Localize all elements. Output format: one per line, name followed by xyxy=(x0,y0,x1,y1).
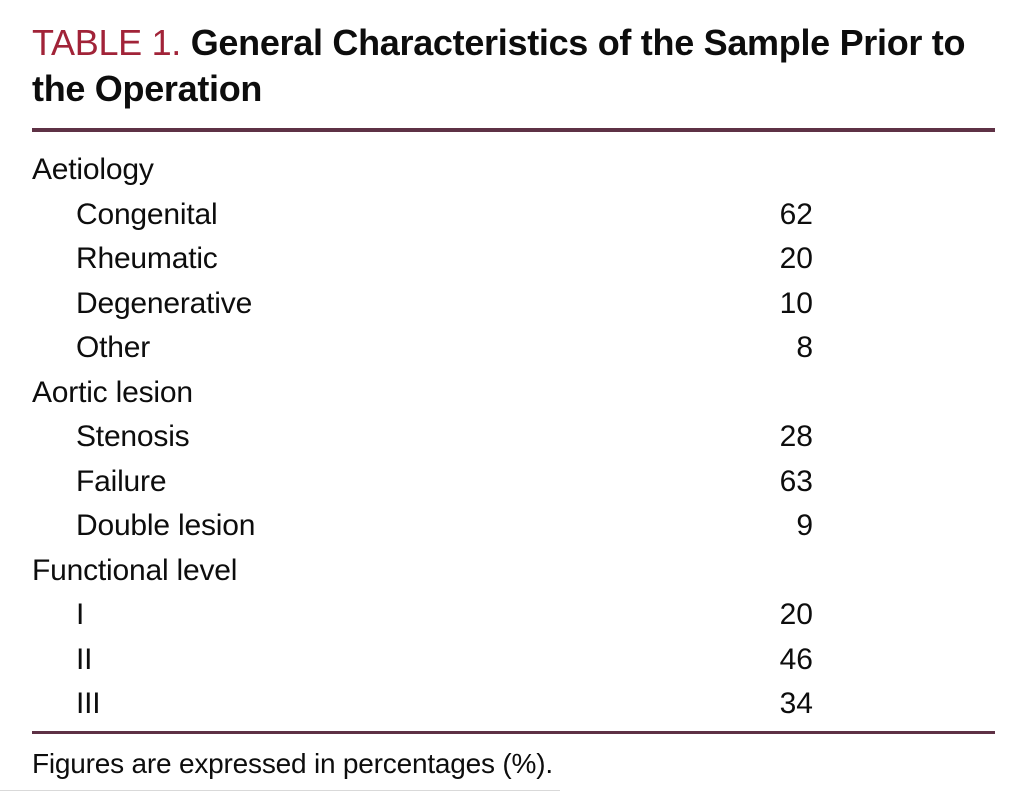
row-label: I xyxy=(76,598,85,632)
group-label: Aetiology xyxy=(32,153,154,187)
table-footnote: Figures are expressed in percentages (%)… xyxy=(32,747,553,779)
row-label: II xyxy=(76,642,93,676)
row-label: Rheumatic xyxy=(76,242,218,276)
table-row: Stenosis 28 xyxy=(32,415,995,460)
top-rule xyxy=(32,128,995,132)
row-value: 20 xyxy=(779,242,813,276)
table-row: Rheumatic 20 xyxy=(32,237,995,282)
table-row: Double lesion 9 xyxy=(32,504,995,549)
row-label: Stenosis xyxy=(76,420,190,454)
bottom-rule xyxy=(32,730,995,734)
table-group-row: Functional level xyxy=(32,549,995,594)
row-label: Other xyxy=(76,331,151,365)
table-row: III 34 xyxy=(32,682,995,727)
row-label: Degenerative xyxy=(76,286,253,320)
scan-artifact-line xyxy=(0,790,560,791)
row-value: 9 xyxy=(796,509,813,543)
table-row: I 20 xyxy=(32,593,995,638)
row-value: 10 xyxy=(779,286,813,320)
group-label: Functional level xyxy=(32,553,238,587)
table-row: Congenital 62 xyxy=(32,193,995,238)
table-group-row: Aortic lesion xyxy=(32,371,995,416)
table-group-row: Aetiology xyxy=(32,148,995,193)
table-row: Degenerative 10 xyxy=(32,282,995,327)
table-number-label: TABLE 1. xyxy=(32,22,182,63)
row-value: 20 xyxy=(779,598,813,632)
table-title: TABLE 1. General Characteristics of the … xyxy=(32,20,995,112)
row-value: 8 xyxy=(796,331,813,365)
row-label: Congenital xyxy=(76,197,218,231)
row-label: Failure xyxy=(76,464,167,498)
row-label: III xyxy=(76,687,101,721)
table-body: Aetiology Congenital 62 Rheumatic 20 Degenera… xyxy=(32,148,995,727)
row-value: 63 xyxy=(779,464,813,498)
row-value: 28 xyxy=(779,420,813,454)
row-value: 62 xyxy=(779,197,813,231)
table-row: Failure 63 xyxy=(32,460,995,505)
table-row: II 46 xyxy=(32,638,995,683)
row-label: Double lesion xyxy=(76,509,256,543)
table-title-text: General Characteristics of the Sample Pr… xyxy=(32,22,966,109)
row-value: 34 xyxy=(779,687,813,721)
group-label: Aortic lesion xyxy=(32,375,193,409)
row-value: 46 xyxy=(779,642,813,676)
table-row: Other 8 xyxy=(32,326,995,371)
